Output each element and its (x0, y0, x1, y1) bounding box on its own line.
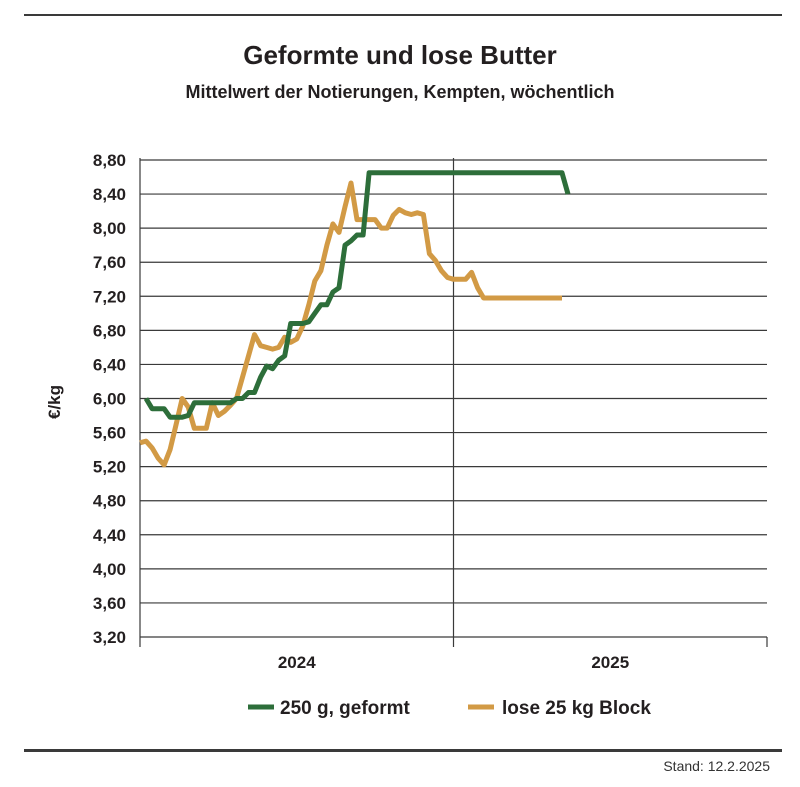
legend-label: 250 g, geformt (280, 698, 411, 719)
y-tick-label: 7,60 (93, 253, 126, 272)
x-category-label: 2024 (278, 653, 316, 672)
y-tick-label: 5,20 (93, 458, 126, 477)
y-axis-label: €/kg (45, 385, 64, 419)
series-lines (139, 170, 571, 468)
y-tick-label: 3,60 (93, 594, 126, 613)
x-category-labels: 2024 2025 (278, 653, 629, 672)
chart-subtitle: Mittelwert der Notierungen, Kempten, wöc… (185, 82, 615, 102)
x-category-label: 2025 (591, 653, 629, 672)
stand-date: Stand: 12.2.2025 (663, 758, 770, 774)
legend-label: lose 25 kg Block (502, 698, 651, 719)
y-tick-label: 4,00 (93, 560, 126, 579)
top-rule (24, 14, 782, 16)
y-tick-label: 8,80 (93, 151, 126, 170)
y-tick-label: 8,00 (93, 219, 126, 238)
y-tick-label: 6,00 (93, 390, 126, 409)
y-tick-label: 8,40 (93, 185, 126, 204)
chart-title: Geformte und lose Butter (243, 40, 557, 70)
legend: 250 g, geformt lose 25 kg Block (248, 698, 651, 719)
y-tick-label: 3,20 (93, 628, 126, 647)
y-tick-label: 7,20 (93, 287, 126, 306)
bottom-rule (24, 749, 782, 752)
y-tick-label: 4,80 (93, 492, 126, 511)
y-tick-label: 5,60 (93, 424, 126, 443)
y-tick-label: 4,40 (93, 526, 126, 545)
y-tick-labels: 8,80 8,40 8,00 7,60 7,20 6,80 6,40 6,00 5,60 5,20… (93, 151, 126, 647)
y-tick-label: 6,40 (93, 355, 126, 374)
series-line-lose-block (139, 180, 562, 468)
y-tick-label: 6,80 (93, 321, 126, 340)
series-line-geformt (143, 170, 571, 420)
